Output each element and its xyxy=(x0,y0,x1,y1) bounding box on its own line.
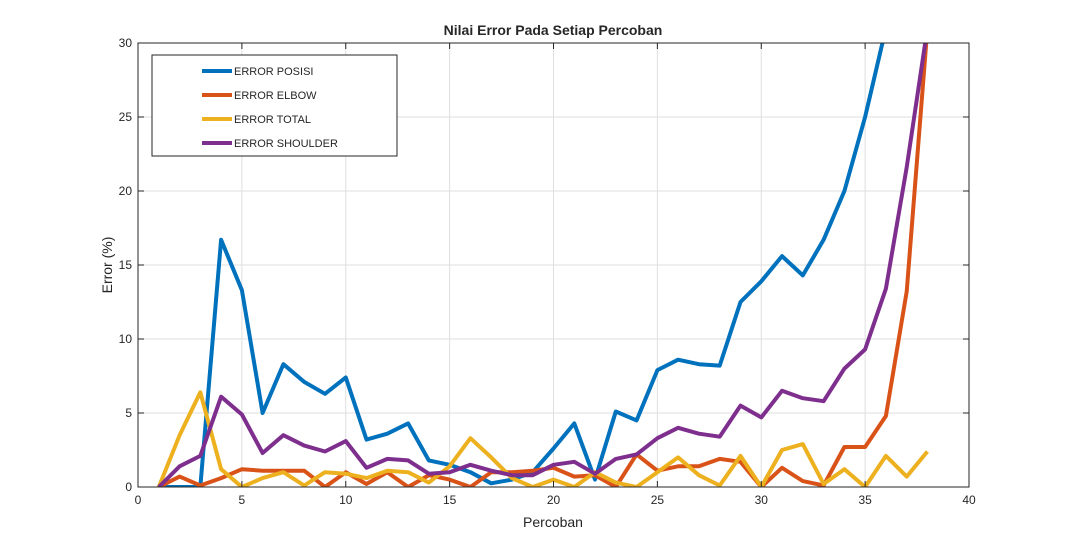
x-tick-label: 5 xyxy=(239,493,246,507)
y-tick-label: 10 xyxy=(119,332,133,346)
chart-title: Nilai Error Pada Setiap Percoban xyxy=(444,22,663,38)
x-tick-label: 40 xyxy=(962,493,976,507)
legend-label-error-elbow: ERROR ELBOW xyxy=(234,90,317,102)
series-line-error-shoulder xyxy=(157,43,928,487)
series-line-error-posisi xyxy=(158,43,885,487)
y-axis-label: Error (%) xyxy=(99,237,115,294)
legend-box xyxy=(151,54,398,157)
x-tick-label: 10 xyxy=(339,493,353,507)
x-tick-label: 30 xyxy=(755,493,769,507)
legend-label-error-total: ERROR TOTAL xyxy=(234,114,311,126)
series-group xyxy=(156,43,929,487)
legend: ERROR POSISI ERROR ELBOW ERROR TOTAL ERROR … xyxy=(151,54,398,157)
x-axis-label: Percoban xyxy=(523,514,583,530)
series-line-error-total xyxy=(156,390,929,487)
y-tick-label: 15 xyxy=(119,258,133,272)
x-tick-label: 15 xyxy=(443,493,457,507)
x-tick-label: 20 xyxy=(547,493,561,507)
legend-label-error-posisi: ERROR POSISI xyxy=(234,66,313,78)
y-tick-label: 20 xyxy=(119,184,133,198)
x-tick-label: 35 xyxy=(858,493,872,507)
x-tick-label: 0 xyxy=(135,493,142,507)
y-tick-label: 5 xyxy=(125,406,132,420)
y-tick-label: 25 xyxy=(119,110,133,124)
y-tick-label: 30 xyxy=(119,36,133,50)
legend-label-error-shoulder: ERROR SHOULDER xyxy=(234,138,338,150)
ticks: 0 5 10 15 20 25 30 35 40 0 5 10 15 20 25 30 xyxy=(119,36,976,507)
y-tick-label: 0 xyxy=(125,480,132,494)
x-tick-label: 25 xyxy=(651,493,665,507)
